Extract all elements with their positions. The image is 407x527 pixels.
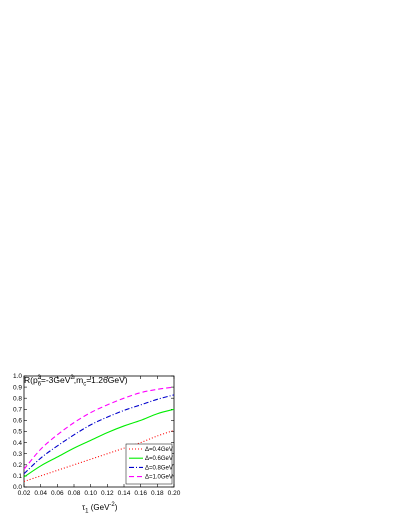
y-tick-label: 0.4 [13,440,22,447]
x-tick-label: 0.02 [18,490,31,497]
x-tick-label: 0.06 [51,490,64,497]
svg-text:τ1 (GeV-2): τ1 (GeV-2) [82,502,118,515]
y-tick-label: 0.7 [13,407,22,414]
y-axis: 0.0 0.1 0.2 0.3 0.4 0.5 0.6 0.7 0.8 0.9 1.0 [13,373,174,491]
x-tick-label: 0.14 [118,490,131,497]
x-tick-label: 0.04 [34,490,47,497]
series-line-1 [23,408,175,478]
y-tick-label: 0.6 [13,418,22,425]
chart-title: R(p62=-3GeV2,mc=1.26GeV) [24,375,128,388]
y-tick-label: 0.8 [13,395,22,402]
x-tick-label: 0.10 [84,490,97,497]
y-tick-label: 0.0 [13,484,22,491]
y-tick-label: 0.5 [13,429,22,436]
x-axis-title: τ1 (GeV-2) [82,502,118,515]
legend-box [125,443,173,485]
x-tick-label: 0.16 [134,490,147,497]
legend-label: Δ=0.4GeV [145,447,173,453]
x-tick-label: 0.20 [168,490,181,497]
y-tick-label: 0.2 [13,462,22,469]
x-axis: 0.02 0.04 0.06 0.08 0.10 0.12 0.14 0.16 0.18 0.20 [18,376,181,497]
legend-label: Δ=0.6GeV [145,456,173,462]
y-tick-label: 0.9 [13,384,22,391]
legend-label: Δ=1.0GeV [145,475,173,481]
x-tick-label: 0.08 [68,490,81,497]
legend-label: Δ=0.8GeV [145,465,173,471]
series-line-2 [23,394,175,475]
y-tick-label: 1.0 [13,373,22,380]
y-tick-label: 0.1 [13,473,22,480]
x-tick-label: 0.18 [151,490,164,497]
legend: Δ=0.4GeV Δ=0.6GeV Δ=0.8GeV Δ=1.0GeV [125,443,173,485]
x-tick-label: 0.12 [101,490,114,497]
y-tick-label: 0.3 [13,451,22,458]
svg-text:R(p62=-3GeV2,mc=1.26GeV): R(p62=-3GeV2,mc=1.26GeV) [24,375,128,388]
series-line-3 [23,386,175,470]
series-layer [23,386,175,482]
